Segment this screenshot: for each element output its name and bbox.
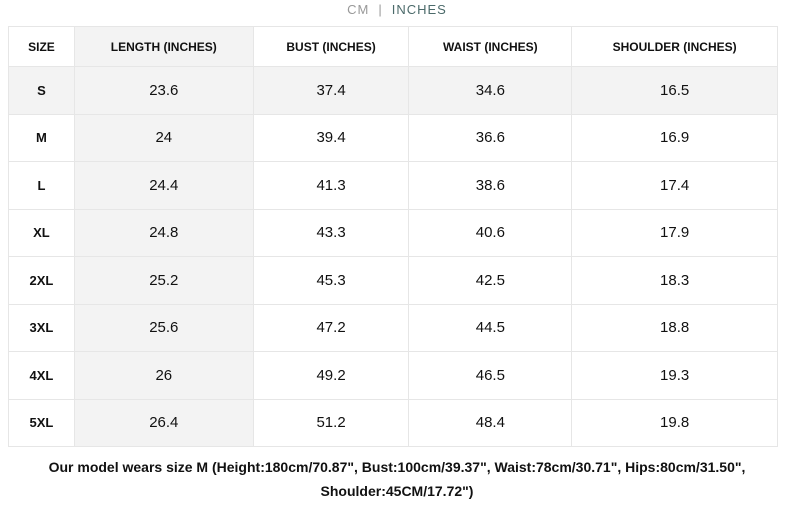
size-cell: 5XL [8, 398, 75, 447]
size-cell: S [8, 66, 75, 115]
unit-toggle: CM | INCHES [0, 2, 794, 17]
table-row: S 23.6 37.4 34.6 16.5 [8, 66, 778, 115]
measurement-cell: 25.6 [73, 303, 254, 352]
measurement-cell: 48.4 [408, 398, 573, 447]
table-row: L 24.4 41.3 38.6 17.4 [8, 161, 778, 210]
measurement-cell: 23.6 [73, 66, 254, 115]
table-row: XL 24.8 43.3 40.6 17.9 [8, 208, 778, 257]
measurement-cell: 34.6 [408, 66, 573, 115]
note-line-1: Our model wears size M (Height:180cm/70.… [48, 459, 746, 475]
measurement-cell: 24.4 [73, 161, 254, 210]
size-cell: 4XL [8, 351, 75, 400]
unit-inches-button[interactable]: INCHES [391, 2, 447, 17]
model-size-note: Our model wears size M (Height:180cm/70.… [0, 455, 794, 503]
size-cell: L [8, 161, 75, 210]
table-row: 2XL 25.2 45.3 42.5 18.3 [8, 256, 778, 305]
measurement-cell: 42.5 [408, 256, 573, 305]
measurement-cell: 17.9 [571, 208, 778, 257]
measurement-cell: 26 [73, 351, 254, 400]
table-row: 3XL 25.6 47.2 44.5 18.8 [8, 303, 778, 352]
measurement-cell: 18.3 [571, 256, 778, 305]
size-chart-table: SIZE LENGTH (INCHES) BUST (INCHES) WAIST (I… [8, 26, 778, 447]
measurement-cell: 39.4 [252, 113, 410, 162]
measurement-cell: 43.3 [252, 208, 410, 257]
measurement-cell: 19.3 [571, 351, 778, 400]
size-cell: M [8, 113, 75, 162]
measurement-cell: 25.2 [73, 256, 254, 305]
column-header: SHOULDER (INCHES) [571, 26, 778, 67]
table-header-row: SIZE LENGTH (INCHES) BUST (INCHES) WAIST (I… [8, 26, 778, 67]
measurement-cell: 16.5 [571, 66, 778, 115]
measurement-cell: 16.9 [571, 113, 778, 162]
measurement-cell: 18.8 [571, 303, 778, 352]
note-line-2: Shoulder:45CM/17.72") [320, 483, 474, 499]
column-header: LENGTH (INCHES) [73, 26, 254, 67]
measurement-cell: 47.2 [252, 303, 410, 352]
measurement-cell: 17.4 [571, 161, 778, 210]
measurement-cell: 40.6 [408, 208, 573, 257]
measurement-cell: 24.8 [73, 208, 254, 257]
measurement-cell: 36.6 [408, 113, 573, 162]
measurement-cell: 24 [73, 113, 254, 162]
column-header: WAIST (INCHES) [408, 26, 573, 67]
column-header: BUST (INCHES) [252, 26, 410, 67]
measurement-cell: 26.4 [73, 398, 254, 447]
measurement-cell: 44.5 [408, 303, 573, 352]
measurement-cell: 38.6 [408, 161, 573, 210]
size-cell: 2XL [8, 256, 75, 305]
table-row: M 24 39.4 36.6 16.9 [8, 113, 778, 162]
measurement-cell: 41.3 [252, 161, 410, 210]
size-cell: 3XL [8, 303, 75, 352]
size-cell: XL [8, 208, 75, 257]
table-row: 5XL 26.4 51.2 48.4 19.8 [8, 398, 778, 447]
measurement-cell: 51.2 [252, 398, 410, 447]
column-header: SIZE [8, 26, 75, 67]
measurement-cell: 45.3 [252, 256, 410, 305]
measurement-cell: 19.8 [571, 398, 778, 447]
unit-cm-button[interactable]: CM [347, 2, 370, 17]
table-row: 4XL 26 49.2 46.5 19.3 [8, 351, 778, 400]
measurement-cell: 49.2 [252, 351, 410, 400]
measurement-cell: 46.5 [408, 351, 573, 400]
measurement-cell: 37.4 [252, 66, 410, 115]
unit-separator: | [378, 2, 383, 17]
